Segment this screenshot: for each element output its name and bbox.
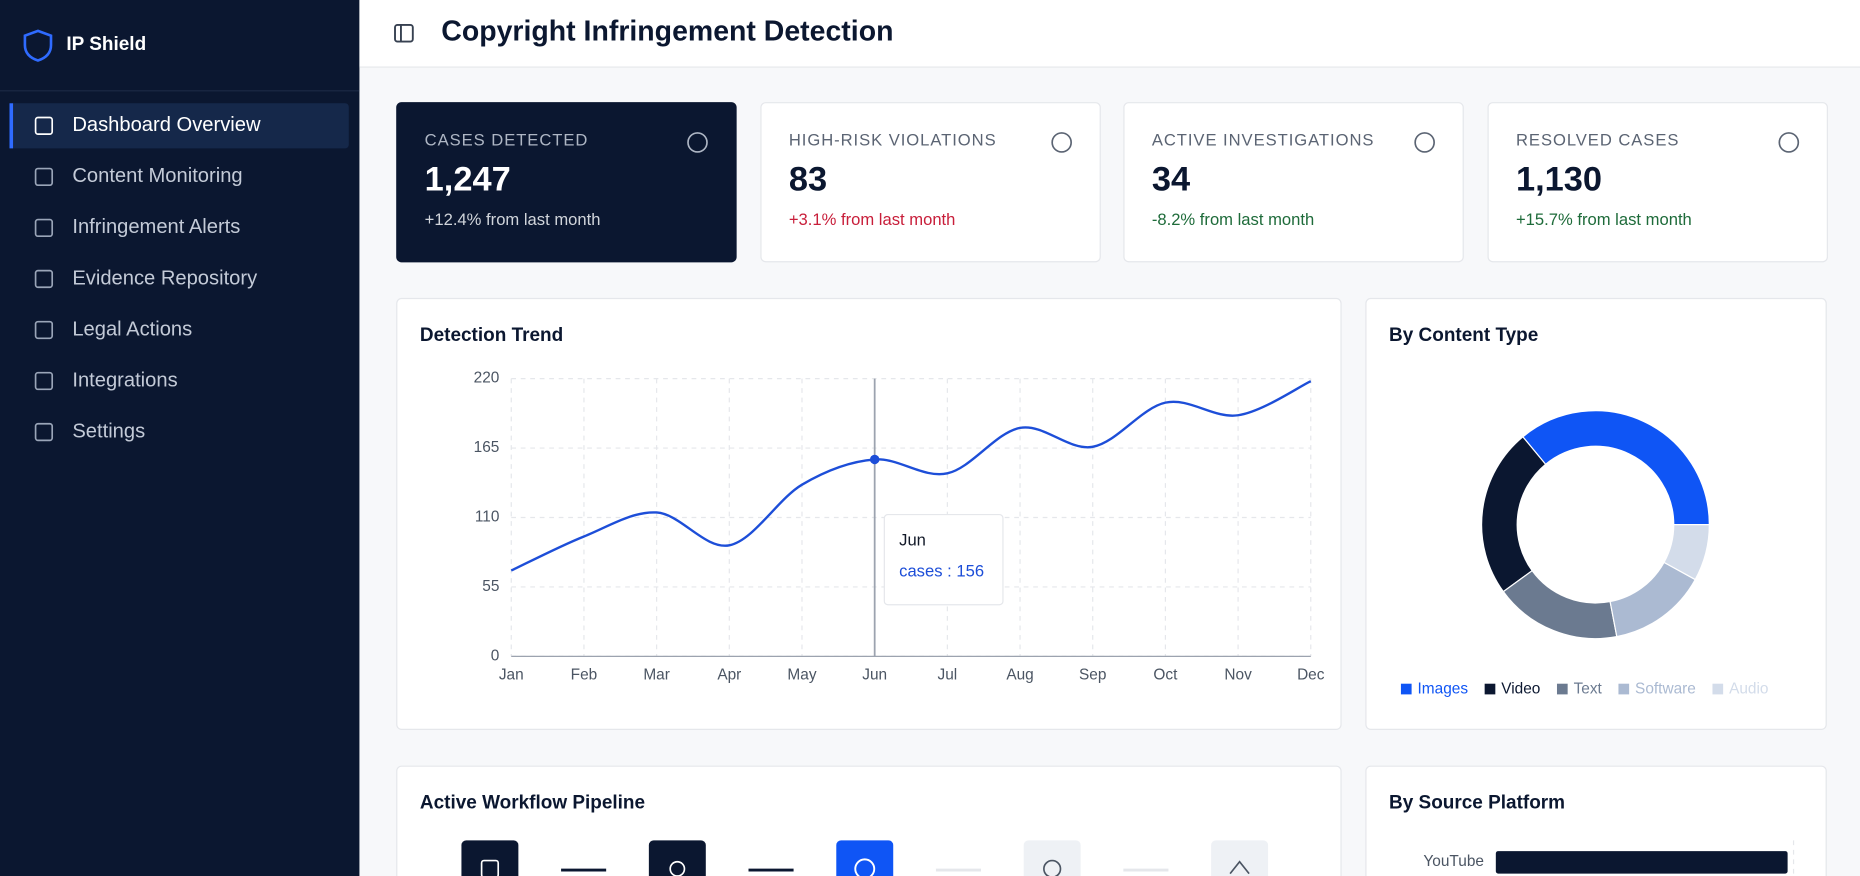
x-tick-label: Dec xyxy=(1297,666,1325,683)
x-tick-label: Mar xyxy=(643,666,670,683)
nav-active-bar xyxy=(9,103,14,149)
nav-item[interactable]: Dashboard Overview xyxy=(72,114,261,136)
nav-icon xyxy=(34,371,54,391)
kpi-value: 1,130 xyxy=(1516,161,1602,199)
nav-item[interactable]: Legal Actions xyxy=(72,318,192,340)
card xyxy=(396,765,1342,876)
legend-label: Software xyxy=(1635,681,1696,698)
sidebar-toggle[interactable] xyxy=(394,23,414,43)
x-tick-label: Sep xyxy=(1079,666,1106,683)
kpi-icon xyxy=(1778,132,1800,153)
tooltip-title: Jun xyxy=(899,531,926,550)
nav-icon xyxy=(34,167,54,187)
kpi-label: RESOLVED CASES xyxy=(1516,131,1679,150)
kpi-change: +12.4% from last month xyxy=(425,210,601,229)
kpi-card xyxy=(396,102,737,263)
nav-item[interactable]: Settings xyxy=(72,420,145,442)
kpi-card xyxy=(1123,102,1464,263)
pipeline xyxy=(461,840,1269,876)
tooltip xyxy=(883,513,1004,606)
step-glyph xyxy=(1043,859,1062,876)
legend-swatch xyxy=(1400,683,1412,695)
kpi-label: HIGH-RISK VIOLATIONS xyxy=(789,131,997,150)
active-dot xyxy=(869,454,880,465)
x-tick-label: Nov xyxy=(1224,666,1252,683)
kpi-change: +15.7% from last month xyxy=(1516,210,1692,229)
nav-icon xyxy=(34,269,54,289)
kpi-label: ACTIVE INVESTIGATIONS xyxy=(1152,131,1375,150)
page-title: Copyright Infringement Detection xyxy=(441,16,893,48)
kpi-value: 83 xyxy=(789,161,827,199)
kpi-label: CASES DETECTED xyxy=(425,131,589,150)
nav-item[interactable]: Evidence Repository xyxy=(72,267,258,289)
kpi-card xyxy=(760,102,1101,263)
legend-label: Text xyxy=(1574,681,1603,698)
nav-icon xyxy=(34,422,54,442)
card-title: By Source Platform xyxy=(1389,793,1565,814)
nav-icon xyxy=(34,218,54,238)
bar xyxy=(1495,851,1788,874)
kpi-value: 1,247 xyxy=(425,161,511,199)
legend-label: Video xyxy=(1501,681,1540,698)
card xyxy=(396,297,1342,730)
step-glyph xyxy=(1229,860,1250,875)
card xyxy=(1365,765,1827,876)
x-tick-label: Apr xyxy=(717,666,741,683)
x-tick-label: Aug xyxy=(1006,666,1033,683)
kpi-change: +3.1% from last month xyxy=(789,210,956,229)
card xyxy=(1365,297,1827,730)
header xyxy=(359,0,1860,67)
kpi-change: -8.2% from last month xyxy=(1152,210,1314,229)
nav-icon xyxy=(34,116,54,135)
x-tick-label: Jan xyxy=(499,666,524,683)
x-tick-label: Oct xyxy=(1153,666,1178,683)
card-title: Detection Trend xyxy=(420,325,563,346)
y-tick-label: 220 xyxy=(474,370,500,387)
legend-swatch xyxy=(1556,683,1568,695)
nav-item[interactable]: Content Monitoring xyxy=(72,165,242,187)
x-tick-label: Jul xyxy=(938,666,958,683)
y-tick-label: 55 xyxy=(482,578,499,595)
legend-swatch xyxy=(1484,683,1496,695)
y-tick-label: 165 xyxy=(474,439,500,456)
x-tick-label: Feb xyxy=(571,666,598,683)
kpi-icon xyxy=(1051,132,1072,153)
x-tick-label: May xyxy=(787,666,816,683)
kpi-icon xyxy=(687,132,708,153)
tooltip-value: cases : 156 xyxy=(899,562,984,581)
step-icon xyxy=(1023,840,1081,876)
brand: IP Shield xyxy=(66,34,146,55)
nav-icon xyxy=(34,320,54,340)
card-title: By Content Type xyxy=(1389,325,1538,346)
y-tick-label: YouTube xyxy=(1423,853,1484,870)
step-icon xyxy=(648,840,706,876)
card-title: Active Workflow Pipeline xyxy=(420,793,645,814)
step-glyph xyxy=(480,859,500,876)
step-icon xyxy=(836,840,894,876)
y-tick-label: 110 xyxy=(475,509,500,526)
legend-label: Images xyxy=(1418,681,1469,698)
logo xyxy=(23,29,53,62)
legend-swatch xyxy=(1618,683,1630,695)
nav-item[interactable]: Infringement Alerts xyxy=(72,216,240,238)
nav-item[interactable]: Integrations xyxy=(72,369,177,391)
step-icon xyxy=(1211,840,1269,876)
nav-active-bg xyxy=(9,103,349,149)
kpi-icon xyxy=(1414,132,1435,153)
step-icon xyxy=(461,840,519,876)
line xyxy=(510,380,1312,572)
step-glyph xyxy=(854,858,876,876)
y-tick-label: 0 xyxy=(491,647,500,664)
donut-slice xyxy=(1663,524,1710,581)
legend-label: Audio xyxy=(1729,681,1768,698)
legend-swatch xyxy=(1712,683,1724,695)
x-tick-label: Jun xyxy=(862,666,887,683)
kpi-value: 34 xyxy=(1152,161,1190,199)
kpi-card xyxy=(1487,102,1828,263)
